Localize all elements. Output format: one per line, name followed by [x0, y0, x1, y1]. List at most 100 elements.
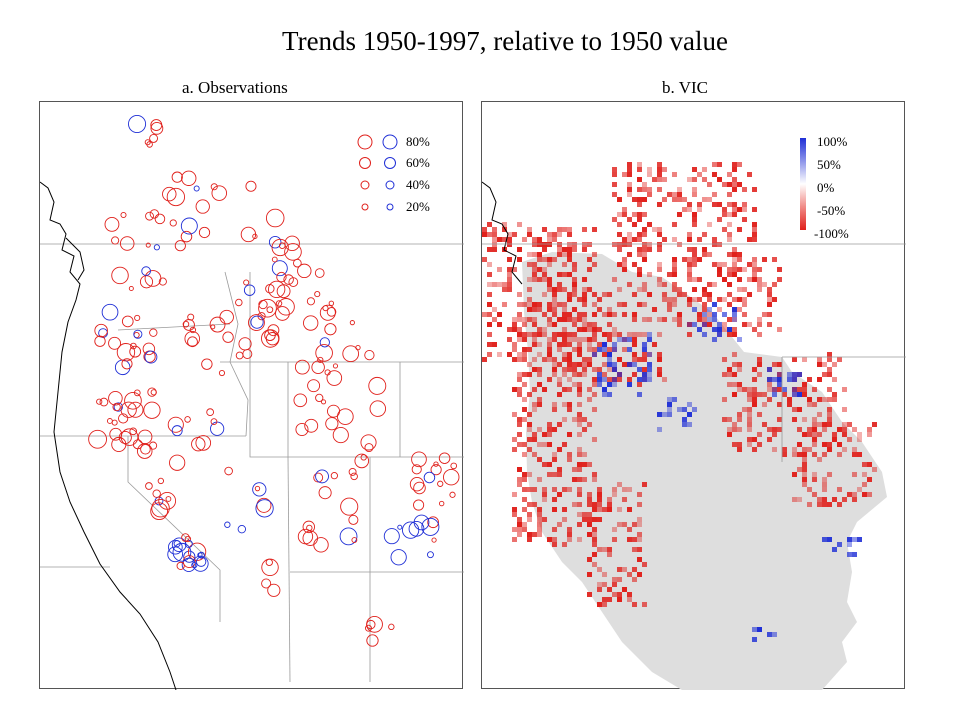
vic-grid-cell — [517, 312, 522, 317]
vic-grid-cell — [812, 492, 817, 497]
vic-grid-cell — [597, 517, 602, 522]
vic-grid-cell — [732, 392, 737, 397]
vic-grid-cell — [582, 372, 587, 377]
vic-grid-cell — [582, 337, 587, 342]
vic-grid-cell — [507, 327, 512, 332]
vic-grid-cell — [657, 162, 662, 167]
vic-grid-cell — [522, 397, 527, 402]
vic-grid-cell — [607, 587, 612, 592]
vic-grid-cell — [617, 567, 622, 572]
vic-grid-cell — [532, 452, 537, 457]
vic-grid-cell — [557, 282, 562, 287]
vic-grid-cell — [722, 312, 727, 317]
vic-grid-cell — [867, 462, 872, 467]
vic-grid-cell — [627, 487, 632, 492]
vic-grid-cell — [557, 232, 562, 237]
vic-grid-cell — [692, 177, 697, 182]
vic-grid-cell — [807, 447, 812, 452]
vic-grid-cell — [857, 537, 862, 542]
observation-circle — [189, 326, 197, 334]
vic-grid-cell — [642, 302, 647, 307]
vic-grid-cell — [607, 497, 612, 502]
observation-circle — [421, 517, 440, 536]
vic-grid-cell — [777, 372, 782, 377]
vic-grid-cell — [717, 307, 722, 312]
observation-circle — [314, 268, 325, 278]
vic-grid-cell — [572, 247, 577, 252]
vic-grid-cell — [632, 332, 637, 337]
vic-grid-cell — [557, 332, 562, 337]
observation-circle — [137, 429, 153, 445]
vic-grid-cell — [712, 262, 717, 267]
vic-grid-cell — [727, 272, 732, 277]
vic-grid-cell — [552, 332, 557, 337]
observation-circle — [209, 316, 226, 333]
vic-grid-cell — [562, 342, 567, 347]
vic-grid-cell — [492, 237, 497, 242]
vic-grid-cell — [557, 227, 562, 232]
observation-circle — [111, 436, 127, 452]
vic-grid-cell — [722, 327, 727, 332]
vic-grid-cell — [762, 312, 767, 317]
vic-grid-cell — [567, 252, 572, 257]
observation-circle — [218, 369, 226, 377]
vic-grid-cell — [537, 382, 542, 387]
vic-grid-cell — [512, 327, 517, 332]
observation-circle — [145, 211, 154, 221]
vic-grid-cell — [742, 217, 747, 222]
vic-grid-cell — [747, 392, 752, 397]
vic-grid-cell — [527, 262, 532, 267]
vic-grid-cell — [852, 427, 857, 432]
vic-grid-cell — [647, 337, 652, 342]
vic-grid-cell — [617, 372, 622, 377]
vic-grid-cell — [607, 352, 612, 357]
vic-grid-cell — [737, 267, 742, 272]
observation-circle — [413, 481, 426, 495]
vic-grid-cell — [567, 527, 572, 532]
vic-grid-cell — [667, 402, 672, 407]
observation-circle — [366, 634, 379, 647]
vic-grid-cell — [692, 222, 697, 227]
observation-circle — [104, 216, 120, 232]
vic-grid-cell — [757, 322, 762, 327]
vic-grid-cell — [542, 267, 547, 272]
vic-grid-cell — [487, 272, 492, 277]
vic-grid-cell — [777, 402, 782, 407]
vic-grid-cell — [697, 257, 702, 262]
vic-grid-cell — [637, 237, 642, 242]
vic-grid-cell — [557, 342, 562, 347]
vic-grid-cell — [582, 462, 587, 467]
observation-circle — [433, 461, 439, 467]
vic-grid-cell — [547, 237, 552, 242]
vic-grid-cell — [732, 392, 737, 397]
vic-grid-cell — [522, 407, 527, 412]
vic-grid-cell — [622, 337, 627, 342]
vic-grid-cell — [512, 267, 517, 272]
vic-grid-cell — [657, 427, 662, 432]
vic-grid-cell — [732, 212, 737, 217]
vic-grid-cell — [722, 182, 727, 187]
vic-grid-cell — [802, 392, 807, 397]
vic-grid-cell — [522, 332, 527, 337]
vic-grid-cell — [732, 362, 737, 367]
legend-label-minus-100: -100% — [814, 226, 849, 241]
vic-grid-cell — [527, 277, 532, 282]
vic-grid-cell — [742, 302, 747, 307]
vic-grid-cell — [627, 187, 632, 192]
vic-grid-cell — [607, 347, 612, 352]
vic-grid-cell — [707, 317, 712, 322]
vic-grid-cell — [487, 332, 492, 337]
vic-grid-cell — [577, 372, 582, 377]
observation-circle — [321, 399, 327, 405]
vic-grid-cell — [617, 482, 622, 487]
vic-grid-cell — [792, 447, 797, 452]
vic-grid-cell — [607, 332, 612, 337]
observation-circle — [252, 482, 267, 497]
vic-grid-cell — [622, 567, 627, 572]
vic-grid-cell — [672, 317, 677, 322]
vic-grid-cell — [837, 487, 842, 492]
vic-grid-cell — [842, 407, 847, 412]
vic-grid-cell — [832, 432, 837, 437]
vic-grid-cell — [557, 492, 562, 497]
vic-grid-cell — [602, 547, 607, 552]
